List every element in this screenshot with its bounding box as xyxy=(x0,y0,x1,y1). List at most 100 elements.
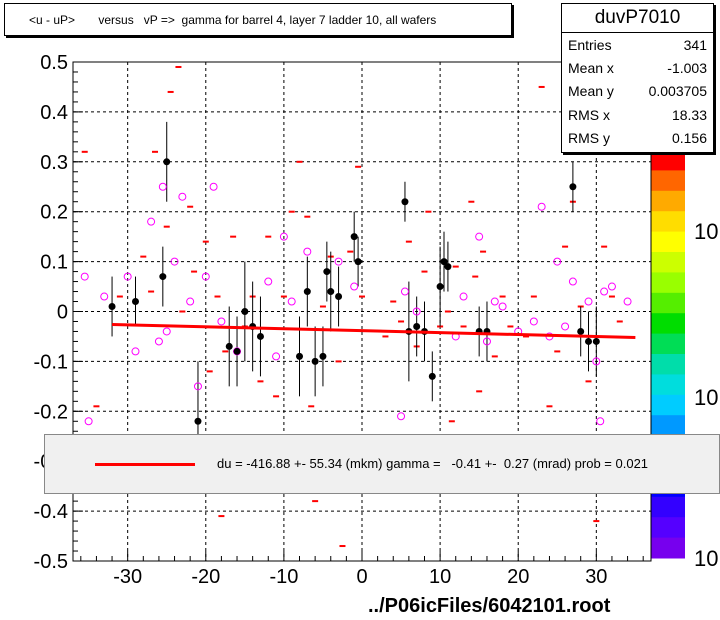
hist-cell xyxy=(460,325,467,328)
hist-cell xyxy=(116,295,123,298)
profile-point xyxy=(585,337,593,345)
open-marker xyxy=(123,272,132,281)
y-tick-label: -0.2 xyxy=(34,401,68,423)
open-marker xyxy=(186,297,195,306)
hist-cell xyxy=(179,310,186,313)
profile-point xyxy=(577,327,585,335)
open-marker xyxy=(80,272,89,281)
fit-legend: du = -416.88 +- 55.34 (mkm) gamma = -0.4… xyxy=(44,434,720,494)
hist-cell xyxy=(601,245,608,248)
profile-point xyxy=(335,293,343,301)
hist-cell xyxy=(472,275,479,278)
hist-cell xyxy=(546,405,553,408)
hist-cell xyxy=(359,295,365,298)
file-label: ../P06icFiles/6042101.root xyxy=(368,595,611,617)
open-marker xyxy=(498,302,507,311)
open-marker xyxy=(162,327,171,336)
y-tick-label: 0.1 xyxy=(40,252,68,274)
stats-label: Entries xyxy=(568,37,612,53)
hist-cell xyxy=(480,250,487,253)
hist-cell xyxy=(476,390,483,393)
open-marker xyxy=(459,292,468,301)
profile-point xyxy=(327,288,335,296)
hist-cell xyxy=(398,320,405,323)
profile-point xyxy=(569,183,577,191)
hist-cell xyxy=(222,350,229,353)
open-marker xyxy=(84,417,93,426)
hist-cell xyxy=(405,240,412,243)
profile-point xyxy=(413,322,421,330)
stats-value: 0.156 xyxy=(671,130,707,146)
hist-cell xyxy=(206,370,213,373)
open-marker xyxy=(400,287,409,296)
profile-point xyxy=(256,332,264,340)
open-marker xyxy=(193,382,202,391)
hist-cell xyxy=(593,520,600,523)
open-marker xyxy=(154,337,163,346)
error-bars xyxy=(111,121,597,482)
open-marker xyxy=(412,307,421,316)
profile-point xyxy=(225,342,233,350)
hist-cell xyxy=(273,395,280,398)
palette-swatch xyxy=(651,170,685,192)
hist-cell xyxy=(218,515,225,518)
stats-row-rms-x: RMS x 18.33 xyxy=(568,104,707,126)
hist-cell xyxy=(296,160,303,163)
open-marker xyxy=(397,412,406,421)
x-tick-label: -10 xyxy=(269,566,298,588)
open-marker xyxy=(264,277,273,286)
y-tick-label: -0.5 xyxy=(34,551,68,573)
open-marker xyxy=(303,247,312,256)
profile-point xyxy=(592,337,600,345)
open-marker xyxy=(350,282,359,291)
color-axis-label: 10 xyxy=(694,219,719,244)
color-axis-label: 10 xyxy=(694,546,719,571)
hist-cell xyxy=(214,295,221,298)
hist-cell xyxy=(175,65,182,68)
palette-swatch xyxy=(651,272,685,294)
y-tick-label: 0 xyxy=(57,302,68,324)
palette-swatch xyxy=(651,252,685,273)
title-box: <u - uP> versus vP => gamma for barrel 4… xyxy=(4,3,512,36)
palette-swatch xyxy=(651,517,685,539)
y-tick-label: 0.5 xyxy=(40,52,68,74)
palette-swatch xyxy=(651,415,685,437)
profile-point xyxy=(401,198,409,206)
profile-point xyxy=(350,233,358,241)
open-marker xyxy=(217,317,226,326)
profile-point xyxy=(311,357,319,365)
hist-cell xyxy=(347,250,354,253)
hist-cell xyxy=(308,405,315,408)
hist-cell xyxy=(421,270,428,273)
open-marker xyxy=(596,417,605,426)
open-marker xyxy=(147,217,156,226)
stats-row-mean-y: Mean y 0.003705 xyxy=(568,80,707,102)
stats-label: Mean x xyxy=(568,60,614,76)
open-marker xyxy=(561,322,570,331)
palette-swatch xyxy=(651,374,685,396)
stats-row-rms-y: RMS y 0.156 xyxy=(568,127,707,149)
stats-histogram-name: duvP7010 xyxy=(562,4,713,33)
hist-cell xyxy=(444,310,451,313)
stats-row-entries: Entries 341 xyxy=(568,34,707,56)
axes: -30-20-100102030-0.5-0.4-0.3-0.2-0.100.1… xyxy=(34,52,644,588)
open-marker xyxy=(158,182,167,191)
open-marker xyxy=(100,292,109,301)
palette-swatch xyxy=(651,333,685,355)
open-marker xyxy=(623,297,632,306)
color-palette xyxy=(651,150,685,559)
hist-cell xyxy=(304,215,311,218)
x-tick-label: 0 xyxy=(356,566,367,588)
hist-cell xyxy=(167,90,174,93)
x-tick-label: 20 xyxy=(507,566,529,588)
profile-point xyxy=(194,417,202,425)
hist-cell xyxy=(616,320,623,323)
hist-cell xyxy=(538,85,545,88)
x-tick-label: -30 xyxy=(113,566,142,588)
hist-cell xyxy=(355,165,362,168)
palette-swatch xyxy=(651,150,685,171)
palette-swatch xyxy=(651,537,685,559)
hist-cell xyxy=(202,240,209,243)
profile-points xyxy=(108,158,600,425)
open-marker xyxy=(178,192,187,201)
